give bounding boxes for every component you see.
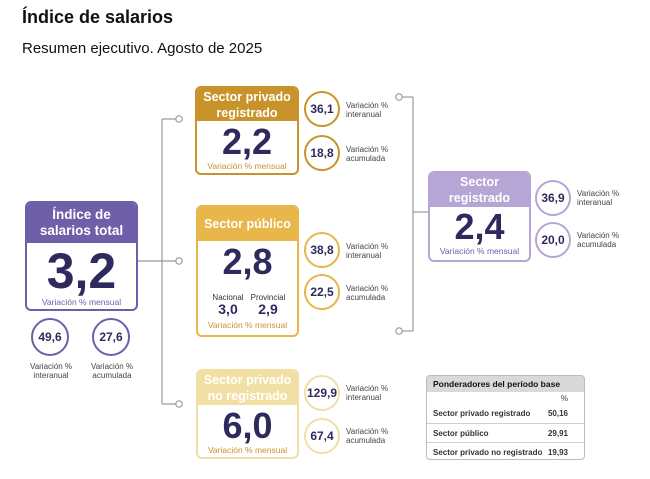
publico-provincial-value: 2,9 — [258, 301, 278, 317]
privado-registrado-box: Sector privado registrado 2,2 Variación … — [195, 86, 299, 175]
publico-provincial-label: Provincial — [250, 293, 286, 302]
table-row: Sector público 29,91 — [427, 423, 584, 442]
registrado-interanual-circle: 36,9 — [535, 180, 571, 216]
registrado-value: 2,4 — [454, 206, 505, 247]
ponderadores-unit: % — [560, 394, 568, 403]
total-box: Índice de salarios total 3,2 Variación %… — [25, 201, 138, 311]
publico-nacional-value: 3,0 — [218, 301, 238, 317]
privado-registrado-interanual-label: Variación % interanual — [346, 101, 389, 119]
privado-no-registrado-caption: Variación % mensual — [207, 445, 288, 455]
ponderador-value: 29,91 — [547, 428, 568, 438]
privado-no-registrado-acumulada-circle: 67,4 — [304, 418, 340, 454]
publico-caption: Variación % mensual — [207, 320, 288, 330]
privado-no-registrado-interanual-label: Variación % interanual — [346, 384, 389, 402]
total-interanual-circle: 49,6 — [31, 318, 69, 356]
publico-heading: Sector público — [198, 207, 297, 241]
publico-nacional-label: Nacional — [212, 293, 244, 302]
total-acumulada-label: Variación % acumulada — [90, 362, 134, 380]
privado-registrado-interanual-circle: 36,1 — [304, 91, 340, 127]
publico-acumulada-circle: 22,5 — [304, 274, 340, 310]
table-row: Sector privado no registrado 19,93 — [427, 442, 584, 459]
node-privado-no-registrado — [175, 400, 183, 408]
registrado-acumulada-circle: 20,0 — [535, 222, 571, 258]
privado-no-registrado-value: 6,0 — [222, 405, 273, 446]
publico-interanual-circle: 38,8 — [304, 232, 340, 268]
node-publico — [175, 257, 183, 265]
page-subtitle: Resumen ejecutivo. Agosto de 2025 — [22, 40, 263, 57]
privado-no-registrado-interanual-circle: 129,9 — [304, 375, 340, 411]
page-title: Índice de salarios — [22, 7, 174, 27]
table-row: Sector privado registrado 50,16 — [427, 404, 584, 423]
publico-acumulada-label: Variación % acumulada — [346, 284, 389, 302]
privado-registrado-acumulada-label: Variación % acumulada — [346, 145, 389, 163]
privado-no-registrado-acumulada-label: Variación % acumulada — [346, 427, 389, 445]
node-right-top — [395, 93, 403, 101]
registrado-caption: Variación % mensual — [439, 246, 520, 256]
registrado-interanual-label: Variación % interanual — [577, 189, 620, 207]
ponderador-label: Sector privado no registrado — [433, 447, 543, 457]
ponderador-label: Sector público — [433, 428, 489, 438]
total-interanual-label: Variación % interanual — [29, 362, 73, 380]
privado-no-registrado-box: Sector privado no registrado 6,0 Variaci… — [196, 369, 299, 459]
ponderadores-table: Ponderadores del período base % Sector p… — [426, 375, 585, 460]
node-privado-registrado — [175, 115, 183, 123]
registrado-box: Sector registrado 2,4 Variación % mensua… — [428, 171, 531, 262]
node-right-bottom — [395, 327, 403, 335]
publico-box: Sector público 2,8 — [196, 205, 299, 337]
total-acumulada-circle: 27,6 — [92, 318, 130, 356]
privado-registrado-acumulada-circle: 18,8 — [304, 135, 340, 171]
privado-registrado-heading: Sector privado registrado — [197, 88, 297, 121]
privado-registrado-value: 2,2 — [221, 121, 273, 162]
registrado-heading: Sector registrado — [430, 173, 529, 207]
ponderador-label: Sector privado registrado — [433, 409, 531, 418]
ponderadores-title: Ponderadores del período base — [427, 376, 584, 392]
ponderador-value: 50,16 — [547, 409, 568, 418]
ponderador-value: 19,93 — [547, 447, 568, 457]
total-heading: Índice de salarios total — [27, 203, 136, 243]
total-caption: Variación % mensual — [41, 297, 122, 307]
publico-interanual-label: Variación % interanual — [346, 242, 389, 260]
registrado-acumulada-label: Variación % acumulada — [577, 231, 620, 249]
privado-registrado-caption: Variación % mensual — [207, 161, 287, 171]
total-value: 3,2 — [46, 243, 117, 299]
publico-value: 2,8 — [222, 241, 273, 282]
privado-no-registrado-heading: Sector privado no registrado — [198, 371, 297, 405]
